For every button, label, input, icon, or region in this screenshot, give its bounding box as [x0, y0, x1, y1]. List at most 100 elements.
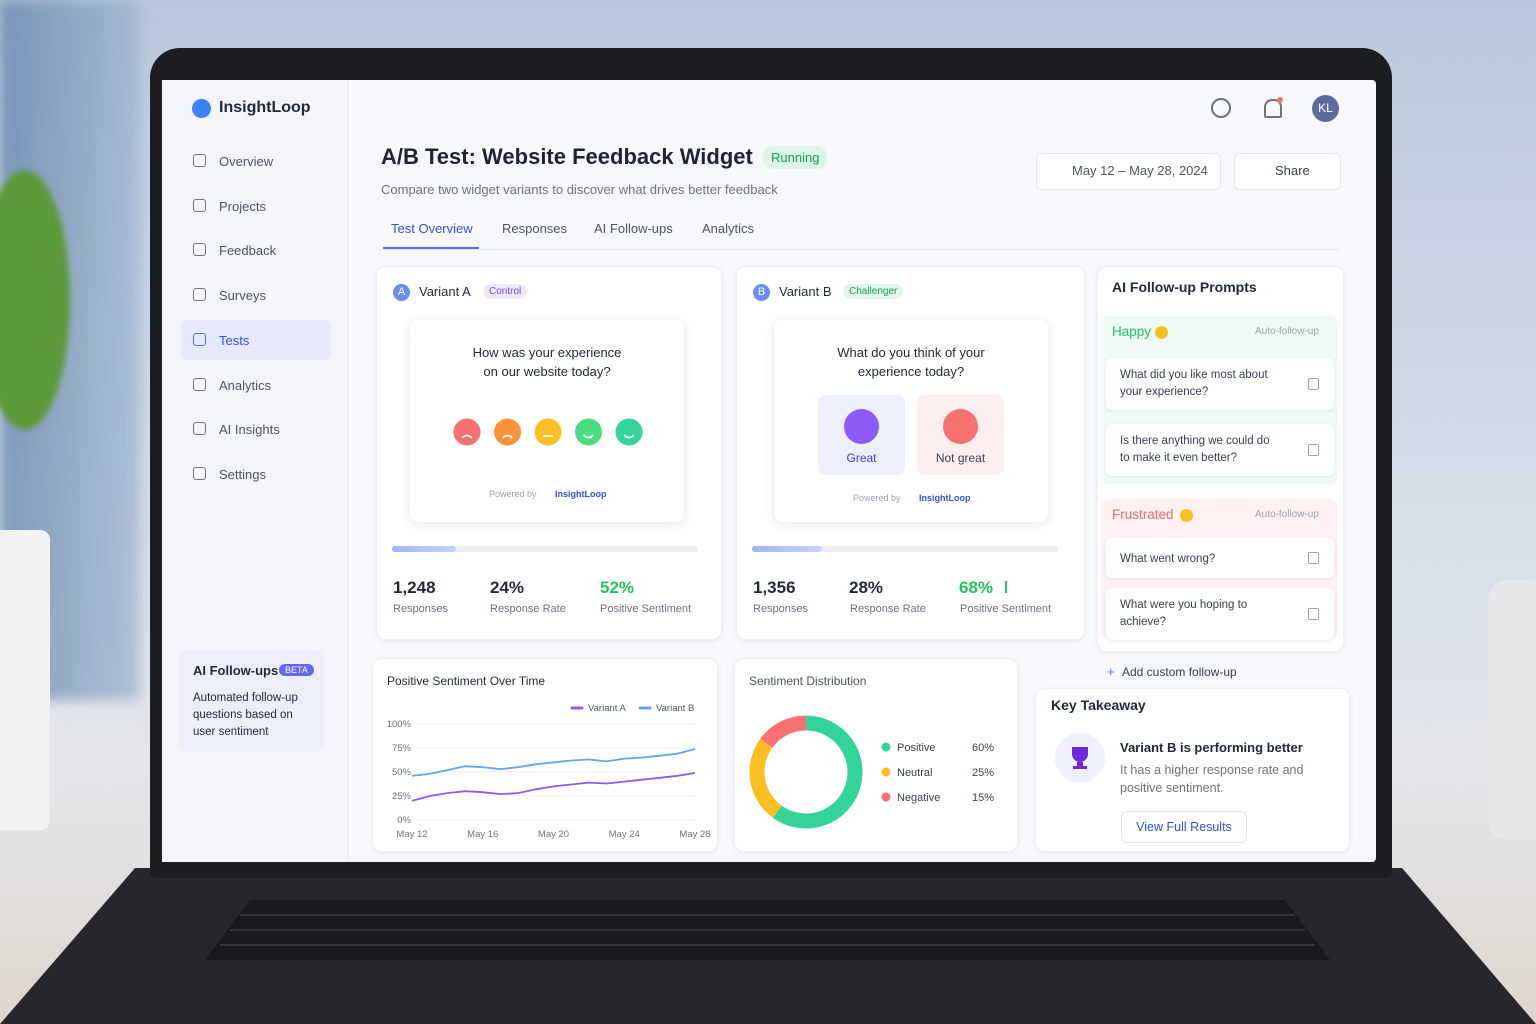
group-label: Frustrated — [1112, 507, 1174, 522]
face-mouth — [501, 434, 514, 439]
stat-label: Response Rate — [850, 603, 926, 615]
bell-icon[interactable] — [1264, 99, 1282, 118]
pot — [0, 530, 50, 830]
legend-label: Variant B — [656, 703, 694, 714]
nav-item[interactable]: AI Insights — [219, 422, 280, 438]
question-text: What did you like most about your experi… — [1120, 369, 1268, 398]
tab[interactable]: AI Follow-ups — [594, 221, 673, 236]
share-button[interactable] — [1234, 153, 1341, 190]
subtitle: Compare two widget variants to discover … — [381, 182, 778, 197]
copy-icon[interactable] — [1308, 378, 1319, 390]
option-label: Not great — [935, 451, 986, 465]
cup — [1488, 580, 1536, 840]
stat-label: Response Rate — [490, 603, 566, 615]
nav-item[interactable]: Feedback — [219, 243, 277, 259]
help-icon[interactable] — [1211, 98, 1231, 118]
variant-name: Variant A — [419, 284, 471, 299]
nav-icon — [193, 198, 206, 212]
y-tick-label: 50% — [392, 767, 412, 778]
share-label: Share — [1275, 163, 1310, 178]
nav-icon — [193, 154, 206, 167]
legend-label: Variant A — [588, 703, 627, 714]
widget-question: What do you think of your experience tod… — [837, 345, 985, 379]
tab-underline — [383, 247, 479, 249]
legend-label: Positive — [897, 742, 936, 754]
stat-value: 24% — [490, 578, 525, 597]
question-card[interactable] — [1106, 424, 1334, 476]
nav-icon — [193, 377, 206, 391]
tab[interactable]: Analytics — [702, 221, 755, 236]
app-name: InsightLoop — [219, 99, 311, 116]
stat-value: 1,356 — [753, 578, 796, 597]
question-card[interactable] — [1106, 538, 1334, 578]
face — [575, 418, 602, 446]
nav-item[interactable]: Overview — [219, 154, 274, 169]
legend-label: Negative — [897, 792, 940, 804]
face — [494, 418, 521, 446]
bell-dot — [1277, 97, 1283, 103]
takeaway-text: It has a higher response rate and positi… — [1120, 763, 1304, 795]
question-card[interactable] — [1106, 588, 1334, 640]
takeaway-title: Key Takeaway — [1051, 697, 1146, 713]
promo-text: Automated follow-up questions based on u… — [193, 692, 298, 738]
trophy-icon — [1072, 747, 1088, 769]
nav-item[interactable]: Projects — [219, 198, 266, 214]
face — [453, 418, 481, 446]
tab[interactable]: Responses — [502, 221, 568, 236]
x-tick-label: May 28 — [679, 829, 710, 840]
nav-item[interactable]: Tests — [219, 332, 250, 348]
followup-title: AI Follow-up Prompts — [1112, 279, 1257, 295]
value-label: 15% — [972, 792, 994, 804]
face-mouth — [623, 434, 635, 439]
stat-label: Responses — [753, 603, 809, 615]
option-face — [943, 409, 978, 444]
stat-label: Responses — [393, 603, 449, 615]
line — [411, 748, 696, 777]
stat-value: 52% — [600, 578, 635, 597]
legend-dot — [881, 742, 891, 752]
variant-name: Variant B — [779, 284, 832, 299]
plant — [0, 170, 70, 430]
question-text: What went wrong? — [1120, 553, 1216, 565]
x-tick-label: May 16 — [467, 829, 498, 840]
group-tag: Auto-follow-up — [1255, 509, 1319, 520]
x-tick-label: May 20 — [538, 829, 569, 840]
legend-label: Neutral — [897, 767, 932, 779]
face — [615, 418, 643, 446]
value-label: 60% — [972, 742, 994, 754]
nav-item[interactable]: Analytics — [219, 377, 272, 393]
copy-icon[interactable] — [1308, 608, 1319, 620]
takeaway-button[interactable]: View Full Results — [1121, 811, 1247, 843]
status-pill: Running — [763, 146, 828, 169]
group-emoji — [1180, 509, 1193, 522]
powered-by: Powered by — [489, 489, 537, 499]
y-tick-label: 100% — [387, 719, 412, 730]
legend-dot — [881, 792, 891, 802]
stat-label: Positive Sentiment — [600, 603, 692, 615]
nav-item[interactable]: Settings — [219, 466, 266, 482]
stat-value: 68% — [959, 578, 994, 597]
group-emoji — [1155, 326, 1168, 339]
question-card[interactable] — [1106, 358, 1334, 410]
copy-icon[interactable] — [1308, 444, 1319, 456]
add-followup[interactable]: Add custom follow-up — [1122, 665, 1237, 679]
plus-icon: + — [1107, 664, 1115, 679]
progress-fill — [752, 546, 822, 552]
stat-label: Positive Sentiment — [960, 603, 1052, 615]
takeaway-headline: Variant B is performing better — [1120, 740, 1303, 755]
brand: InsightLoop — [919, 493, 971, 503]
x-tick-label: May 24 — [609, 829, 640, 840]
pie-chart: Sentiment Distribution Positive 60% Neutral… — [749, 674, 994, 829]
progress-track — [752, 546, 1058, 552]
avatar[interactable]: KL — [1312, 95, 1339, 122]
chart-title: Positive Sentiment Over Time — [387, 674, 545, 688]
copy-icon[interactable] — [1308, 552, 1319, 564]
nav-item[interactable]: Surveys — [219, 288, 266, 304]
nav-icon — [193, 422, 206, 436]
group-label: Happy — [1112, 324, 1152, 339]
tab[interactable]: Test Overview — [391, 221, 473, 236]
widget-question: How was your experience on our website t… — [472, 345, 622, 379]
y-tick-label: 0% — [397, 815, 411, 826]
rating-faces — [453, 418, 643, 446]
date-button[interactable] — [1036, 153, 1221, 190]
